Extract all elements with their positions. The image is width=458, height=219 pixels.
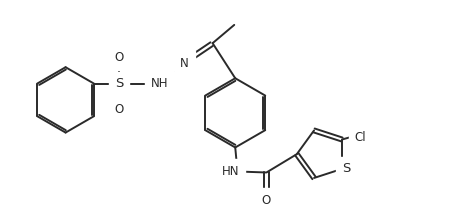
- Text: Cl: Cl: [354, 131, 366, 144]
- Text: N: N: [180, 57, 189, 70]
- Text: HN: HN: [222, 165, 239, 178]
- Text: O: O: [114, 51, 124, 64]
- Text: O: O: [114, 103, 124, 116]
- Text: NH: NH: [151, 77, 169, 90]
- Text: S: S: [114, 77, 123, 90]
- Text: S: S: [342, 162, 350, 175]
- Text: O: O: [262, 194, 271, 207]
